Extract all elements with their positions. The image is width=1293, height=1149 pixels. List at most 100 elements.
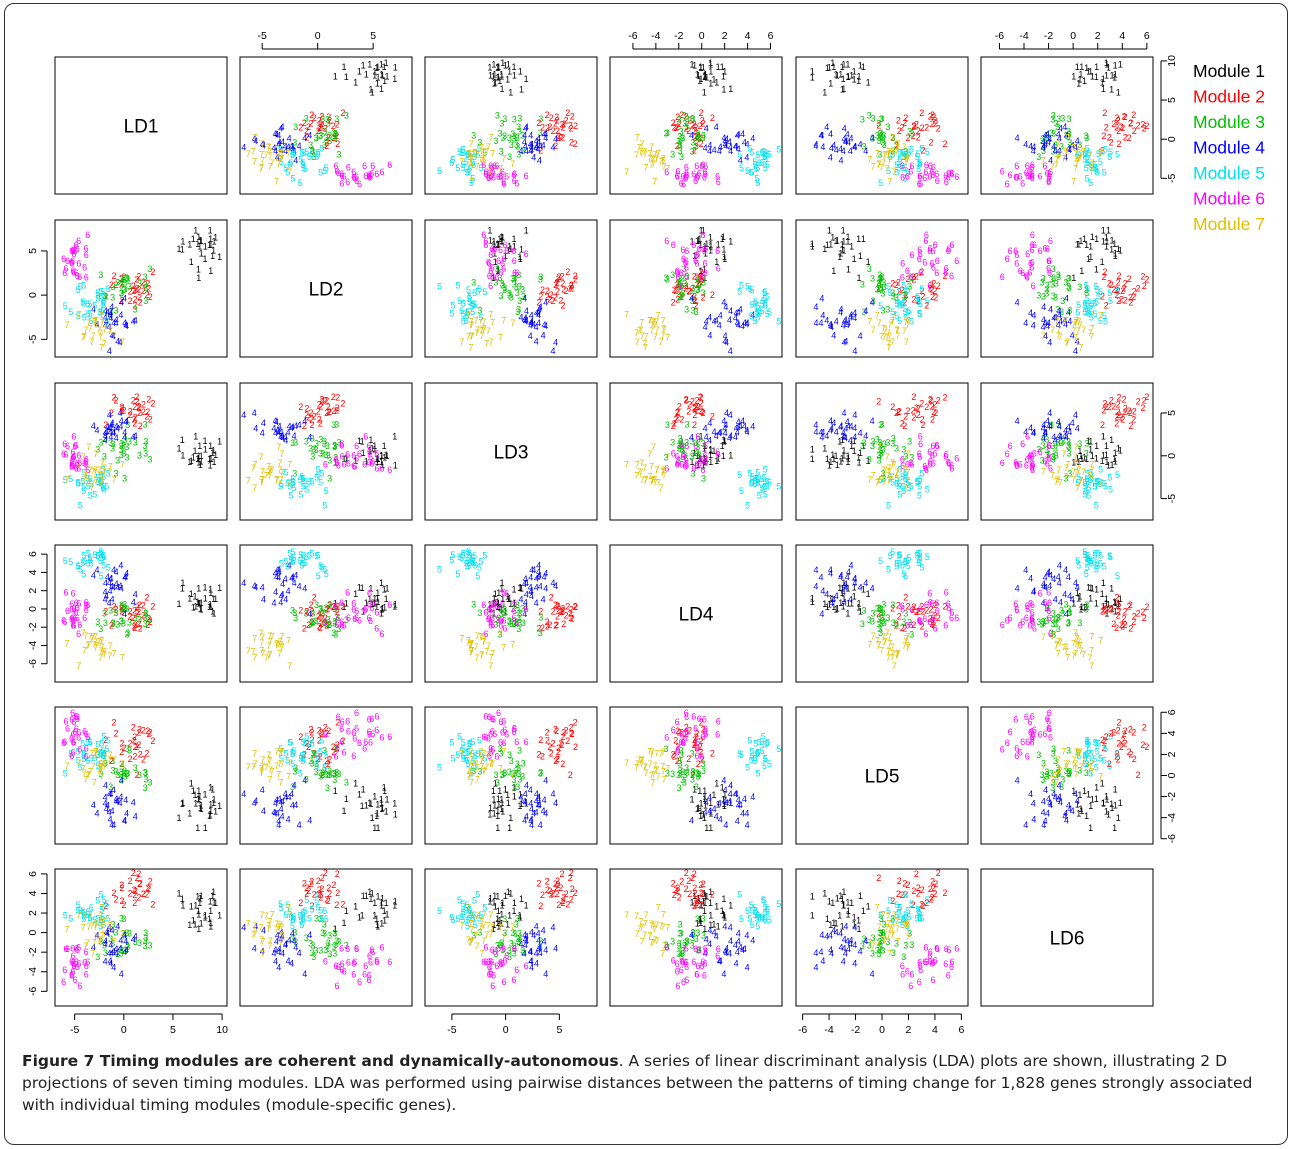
point-7-17: 7: [895, 331, 900, 341]
point-7-24: 7: [259, 478, 264, 488]
point-3-9: 3: [878, 128, 883, 138]
point-4-6: 4: [111, 331, 116, 341]
point-7-7: 7: [642, 147, 647, 157]
point-7-23: 7: [634, 150, 639, 160]
point-6-12: 6: [1029, 172, 1034, 182]
point-4-20: 4: [1015, 583, 1020, 593]
point-7-10: 7: [875, 149, 880, 159]
point-7-9: 7: [252, 759, 257, 769]
point-5-19: 5: [897, 148, 902, 158]
point-4-14: 4: [831, 330, 836, 340]
point-5-16: 5: [477, 284, 482, 294]
point-5-3: 5: [450, 154, 455, 164]
point-6-11: 6: [362, 460, 367, 470]
point-7-23: 7: [474, 763, 479, 773]
point-6-22: 6: [1018, 460, 1023, 470]
point-6-27: 6: [923, 167, 928, 177]
point-5-17: 5: [1095, 168, 1100, 178]
point-2-18: 2: [141, 755, 146, 765]
point-3-6: 3: [690, 114, 695, 124]
point-4-26: 4: [286, 815, 291, 825]
point-1-2: 1: [828, 79, 833, 89]
point-1-26: 1: [1101, 798, 1106, 808]
point-7-7: 7: [484, 147, 489, 157]
point-1-27: 1: [695, 70, 700, 80]
point-7-16: 7: [267, 162, 272, 172]
point-3-17: 3: [507, 152, 512, 162]
point-1-27: 1: [379, 451, 384, 461]
point-3-19: 3: [877, 129, 882, 139]
point-5-14: 5: [1115, 470, 1120, 480]
point-4-6: 4: [858, 140, 863, 150]
point-1-23: 1: [1082, 786, 1087, 796]
point-4-24: 4: [1066, 572, 1071, 582]
point-3-26: 3: [308, 443, 313, 453]
point-7-9: 7: [1065, 132, 1070, 142]
point-4-19: 4: [841, 408, 846, 418]
point-4-11: 4: [852, 346, 857, 356]
point-1-5: 1: [384, 58, 389, 68]
point-1-12: 1: [370, 87, 375, 97]
point-7-24: 7: [466, 332, 471, 342]
point-5-14: 5: [1115, 571, 1120, 581]
point-1-3: 1: [372, 71, 377, 81]
point-1-1: 1: [372, 66, 377, 76]
point-1-17: 1: [810, 239, 815, 249]
point-3-26: 3: [110, 443, 115, 453]
point-1-20: 1: [1094, 234, 1099, 244]
point-7-18: 7: [252, 748, 257, 758]
point-4-12: 4: [131, 798, 136, 808]
point-7-7: 7: [251, 147, 256, 157]
point-5-26: 5: [104, 482, 109, 492]
point-2-16: 2: [298, 123, 303, 133]
point-3-24: 3: [103, 618, 108, 628]
point-6-7: 6: [351, 751, 356, 761]
point-5-5: 5: [467, 164, 472, 174]
point-4-20: 4: [1015, 416, 1020, 426]
point-2-14: 2: [150, 601, 155, 611]
point-7-19: 7: [99, 343, 104, 353]
point-1-20: 1: [382, 441, 387, 451]
point-5-15: 5: [300, 160, 305, 170]
point-4-19: 4: [252, 581, 257, 591]
point-3-22: 3: [1041, 775, 1046, 785]
point-3-21: 3: [322, 140, 327, 150]
point-5-26: 5: [776, 482, 781, 492]
point-4-26: 4: [718, 815, 723, 825]
point-6-0: 6: [684, 162, 689, 172]
point-2-2: 2: [1127, 133, 1132, 143]
point-6-27: 6: [923, 629, 928, 639]
point-4-5: 4: [843, 137, 848, 147]
point-6-8: 6: [488, 281, 493, 291]
point-4-17: 4: [1046, 137, 1051, 147]
point-2-19: 2: [675, 122, 680, 132]
point-3-5: 3: [909, 129, 914, 139]
point-4-22: 4: [707, 146, 712, 156]
point-4-17: 4: [277, 794, 282, 804]
point-5-15: 5: [1089, 299, 1094, 309]
point-6-24: 6: [683, 258, 688, 268]
point-7-25: 7: [1073, 649, 1078, 659]
point-4-27: 4: [1045, 416, 1050, 426]
point-5-1: 5: [68, 307, 73, 317]
point-6-21: 6: [74, 598, 79, 608]
point-7-12: 7: [654, 465, 659, 475]
point-1-10: 1: [393, 62, 398, 72]
point-2-19: 2: [133, 294, 138, 304]
point-6-26: 6: [1046, 606, 1051, 616]
point-5-17: 5: [466, 168, 471, 178]
point-6-27: 6: [1048, 236, 1053, 246]
point-3-23: 3: [682, 778, 687, 788]
point-7-17: 7: [640, 331, 645, 341]
point-6-19: 6: [1008, 727, 1013, 737]
point-6-26: 6: [65, 606, 70, 616]
point-5-25: 5: [1108, 732, 1113, 742]
point-6-20: 6: [494, 161, 499, 171]
point-6-11: 6: [362, 161, 367, 171]
point-7-5: 7: [287, 460, 292, 470]
point-5-21: 5: [739, 750, 744, 760]
point-3-24: 3: [521, 759, 526, 769]
point-2-0: 2: [684, 111, 689, 121]
point-6-25: 6: [1000, 166, 1005, 176]
point-5-11: 5: [1082, 150, 1087, 160]
